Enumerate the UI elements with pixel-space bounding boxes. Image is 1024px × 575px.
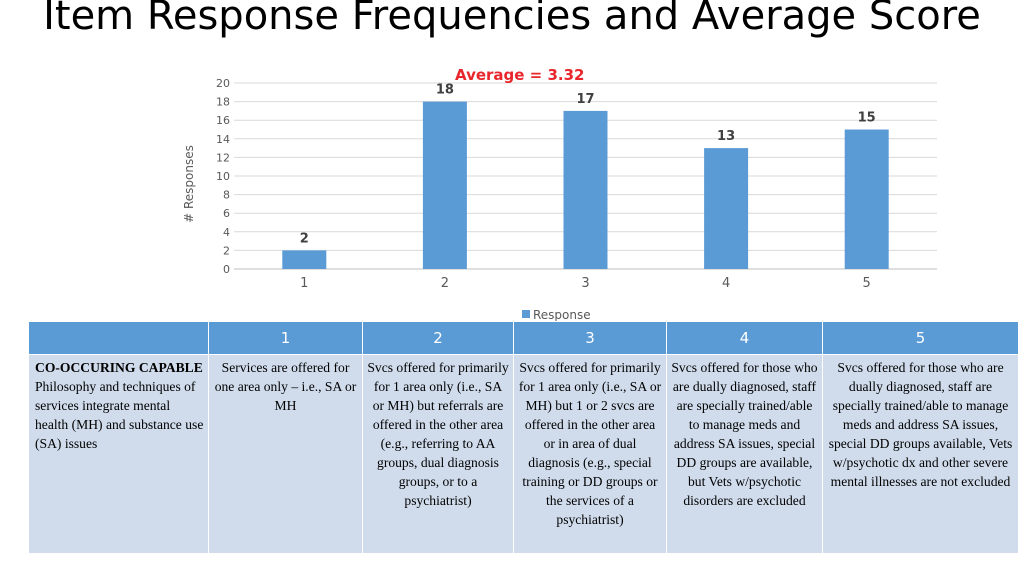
y-tick-label: 6 — [223, 207, 230, 220]
data-label: 17 — [576, 92, 594, 107]
legend-label: Response — [533, 308, 591, 322]
bar — [422, 101, 467, 269]
x-tick-label: 2 — [441, 276, 449, 291]
y-tick-label: 18 — [216, 96, 230, 109]
y-axis-label: # Responses — [182, 145, 196, 223]
chart-bars — [282, 101, 889, 270]
row-title: CO-OCCURING CAPABLE — [35, 360, 203, 375]
x-tick-label: 3 — [581, 276, 589, 291]
y-axis-ticks: 0 2 4 6 8 10 12 14 16 18 20 — [216, 77, 230, 276]
table-header-cell — [28, 321, 209, 355]
average-annotation: Average = 3.32 — [455, 66, 585, 84]
y-tick-label: 10 — [216, 170, 230, 183]
bar — [563, 110, 608, 270]
bar — [704, 148, 749, 269]
x-tick-label: 4 — [722, 276, 730, 291]
table-header-cell: 1 — [208, 321, 363, 355]
y-tick-label: 0 — [223, 263, 230, 276]
bar — [844, 129, 889, 269]
y-tick-label: 2 — [223, 244, 230, 257]
table-header-row: 1 2 3 4 5 — [28, 321, 1019, 355]
table-row: CO-OCCURING CAPABLE Philosophy and techn… — [28, 354, 1019, 554]
table-header-cell: 5 — [822, 321, 1019, 355]
table-cell: Svcs offered for primarily for 1 area on… — [513, 354, 667, 554]
data-label: 18 — [436, 83, 454, 98]
table-header-cell: 3 — [513, 321, 667, 355]
scoring-table: 1 2 3 4 5 CO-OCCURING CAPABLE Philosophy… — [28, 321, 1019, 554]
x-tick-label: 5 — [863, 276, 871, 291]
row-header-cell: CO-OCCURING CAPABLE Philosophy and techn… — [28, 354, 209, 554]
y-tick-label: 20 — [216, 77, 230, 90]
data-labels: 2 18 17 13 15 — [300, 83, 876, 247]
y-tick-label: 4 — [223, 226, 230, 239]
page-title: Item Response Frequencies and Average Sc… — [0, 0, 1024, 40]
table-cell: Svcs offered for primarily for 1 area on… — [362, 354, 514, 554]
data-label: 15 — [858, 111, 876, 126]
chart-legend: Response — [522, 308, 591, 322]
data-label: 13 — [717, 129, 735, 144]
table-cell: Svcs offered for those who are dually di… — [822, 354, 1019, 554]
table-header-cell: 4 — [666, 321, 823, 355]
y-tick-label: 14 — [216, 133, 230, 146]
bar — [282, 250, 327, 269]
table-cell: Svcs offered for those who are dually di… — [666, 354, 823, 554]
page-title-text: Item Response Frequencies and Average Sc… — [43, 0, 981, 39]
legend-swatch — [522, 310, 530, 318]
y-tick-label: 8 — [223, 189, 230, 202]
table-header-cell: 2 — [362, 321, 514, 355]
x-axis-ticks: 1 2 3 4 5 — [300, 276, 871, 291]
y-tick-label: 12 — [216, 151, 230, 164]
y-tick-label: 16 — [216, 114, 230, 127]
data-label: 2 — [300, 231, 309, 246]
x-tick-label: 1 — [300, 276, 308, 291]
row-description: Philosophy and techniques of services in… — [35, 379, 204, 451]
table-cell: Services are offered for one area only –… — [208, 354, 363, 554]
